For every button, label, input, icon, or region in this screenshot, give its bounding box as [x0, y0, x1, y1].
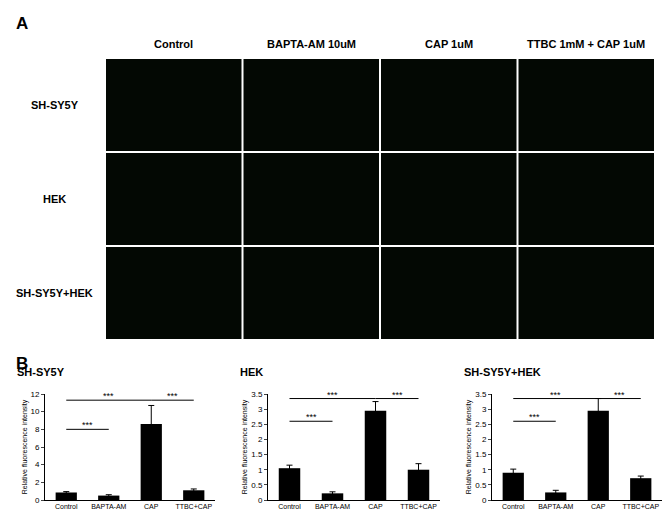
svg-text:3: 3 — [482, 405, 487, 414]
svg-text:***: *** — [529, 412, 540, 422]
svg-text:0: 0 — [482, 496, 487, 505]
svg-text:3.5: 3.5 — [251, 390, 263, 399]
svg-text:***: *** — [327, 390, 338, 400]
svg-text:***: *** — [392, 390, 403, 400]
svg-text:8: 8 — [35, 425, 40, 434]
svg-text:***: *** — [306, 412, 317, 422]
svg-text:BAPTA-AM 10uM: BAPTA-AM 10uM — [267, 38, 356, 50]
svg-text:0.5: 0.5 — [251, 481, 263, 490]
svg-text:Control: Control — [502, 503, 525, 510]
svg-text:2: 2 — [35, 478, 40, 487]
svg-text:HEK: HEK — [240, 366, 263, 378]
svg-text:***: *** — [614, 390, 625, 400]
svg-text:HEK: HEK — [43, 193, 66, 205]
svg-text:0: 0 — [35, 496, 40, 505]
svg-text:1: 1 — [482, 466, 487, 475]
svg-text:TTBC 1mM + CAP 1uM: TTBC 1mM + CAP 1uM — [527, 38, 645, 50]
svg-text:1: 1 — [258, 466, 263, 475]
svg-text:CAP: CAP — [368, 503, 383, 510]
svg-text:SH-SY5Y+HEK: SH-SY5Y+HEK — [464, 366, 541, 378]
svg-text:B: B — [16, 354, 28, 373]
svg-text:BAPTA-AM: BAPTA-AM — [91, 503, 126, 510]
svg-text:Relative fluorescence intensit: Relative fluorescence intensity — [241, 399, 249, 494]
svg-text:2: 2 — [258, 435, 263, 444]
svg-text:A: A — [16, 14, 28, 33]
svg-text:SH-SY5Y+HEK: SH-SY5Y+HEK — [16, 287, 93, 299]
svg-text:BAPTA-AM: BAPTA-AM — [538, 503, 573, 510]
svg-text:CAP: CAP — [144, 503, 159, 510]
svg-text:***: *** — [82, 420, 93, 430]
svg-text:2.5: 2.5 — [475, 420, 487, 429]
svg-text:TTBC+CAP: TTBC+CAP — [175, 503, 212, 510]
svg-text:***: *** — [550, 390, 561, 400]
svg-text:Relative fluorescence intensit: Relative fluorescence intensity — [21, 399, 29, 494]
svg-text:Control: Control — [278, 503, 301, 510]
svg-text:CAP 1uM: CAP 1uM — [425, 38, 473, 50]
svg-text:TTBC+CAP: TTBC+CAP — [622, 503, 659, 510]
svg-text:TTBC+CAP: TTBC+CAP — [400, 503, 437, 510]
svg-text:SH-SY5Y: SH-SY5Y — [17, 366, 65, 378]
svg-text:1.5: 1.5 — [251, 450, 263, 459]
svg-text:CAP: CAP — [591, 503, 606, 510]
svg-text:Control: Control — [154, 38, 193, 50]
svg-text:SH-SY5Y: SH-SY5Y — [31, 99, 79, 111]
svg-text:10: 10 — [30, 407, 39, 416]
svg-text:***: *** — [167, 391, 178, 401]
svg-text:Control: Control — [55, 503, 78, 510]
svg-text:Relative fluorescence intensit: Relative fluorescence intensity — [465, 399, 473, 494]
svg-text:3: 3 — [258, 405, 263, 414]
svg-text:6: 6 — [35, 443, 40, 452]
svg-text:2: 2 — [482, 435, 487, 444]
svg-text:BAPTA-AM: BAPTA-AM — [315, 503, 350, 510]
svg-text:4: 4 — [35, 460, 40, 469]
svg-text:2.5: 2.5 — [251, 420, 263, 429]
svg-text:0: 0 — [258, 496, 263, 505]
svg-text:0.5: 0.5 — [475, 481, 487, 490]
svg-text:1.5: 1.5 — [475, 450, 487, 459]
svg-text:***: *** — [103, 391, 114, 401]
svg-text:3.5: 3.5 — [475, 390, 487, 399]
svg-text:12: 12 — [30, 390, 39, 399]
